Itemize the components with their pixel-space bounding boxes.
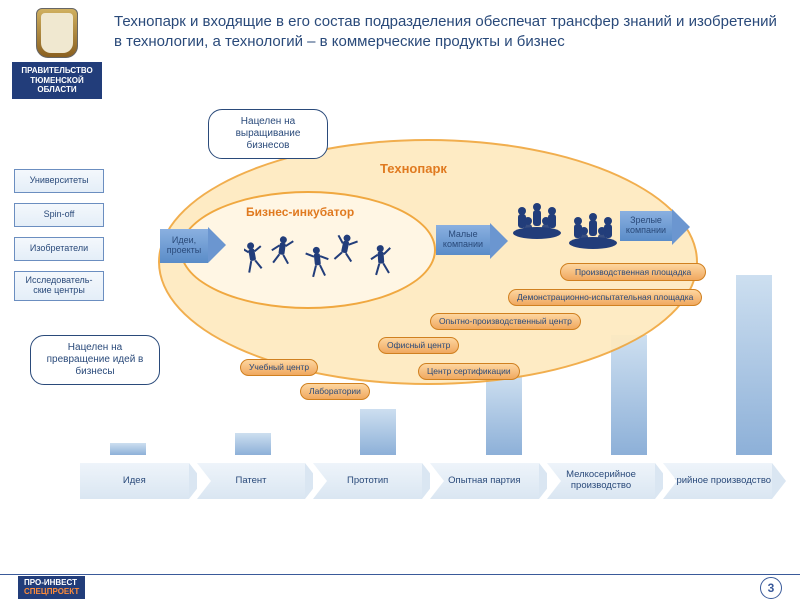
- org-name: ПРАВИТЕЛЬСТВО ТЮМЕНСКОЙ ОБЛАСТИ: [12, 62, 102, 99]
- pill-production-site: Производственная площадка: [560, 263, 706, 281]
- footer: ПРО-ИНВЕСТСПЕЦПРОЕКТ 3: [0, 574, 800, 600]
- org-logo-block: ПРАВИТЕЛЬСТВО ТЮМЕНСКОЙ ОБЛАСТИ: [12, 8, 102, 99]
- bar-1: [110, 443, 146, 455]
- pill-office: Офисный центр: [378, 337, 459, 354]
- page-number: 3: [760, 577, 782, 599]
- bar-2: [235, 433, 271, 455]
- stage-row: Идея Патент Прототип Опытная партия Мелк…: [80, 463, 780, 499]
- speech-top: Нацелен на выращивание бизнесов: [208, 109, 328, 159]
- arrow-small-head: [490, 223, 508, 259]
- emblem-icon: [36, 8, 78, 58]
- people-jumping-icon: [244, 227, 414, 300]
- arrow-mature-head: [672, 209, 690, 245]
- diagram: Технопарк Бизнес-инкубатор Университеты …: [0, 103, 800, 533]
- source-universities: Университеты: [14, 169, 104, 193]
- bar-6: [736, 275, 772, 455]
- source-research: Исследователь- ские центры: [14, 271, 104, 301]
- meeting-group-1-icon: [510, 199, 564, 245]
- stage-small-batch: Мелкосерийное производство: [547, 463, 656, 499]
- source-spinoff: Spin-off: [14, 203, 104, 227]
- stage-serial: Серийное производство: [663, 463, 772, 499]
- page-title: Технопарк и входящие в его состав подраз…: [102, 8, 788, 51]
- pill-demo-test: Демонстрационно-испытательная площадка: [508, 289, 702, 306]
- arrow-small: Малые компании: [436, 225, 490, 255]
- bar-5: [611, 335, 647, 455]
- bar-4: [486, 375, 522, 455]
- pill-experimental: Опытно-производственный центр: [430, 313, 581, 330]
- incubator-label: Бизнес-инкубатор: [246, 205, 354, 219]
- bar-3: [360, 409, 396, 455]
- technopark-label: Технопарк: [380, 161, 447, 176]
- footer-brand: ПРО-ИНВЕСТСПЕЦПРОЕКТ: [18, 576, 85, 600]
- arrow-ideas: Идеи, проекты: [160, 229, 208, 263]
- stage-idea: Идея: [80, 463, 189, 499]
- stage-prototype: Прототип: [313, 463, 422, 499]
- pill-certification: Центр сертификации: [418, 363, 520, 380]
- stage-patent: Патент: [197, 463, 306, 499]
- source-inventors: Изобретатели: [14, 237, 104, 261]
- stage-pilot: Опытная партия: [430, 463, 539, 499]
- speech-left: Нацелен на превращение идей в бизнесы: [30, 335, 160, 385]
- arrow-mature: Зрелые компании: [620, 211, 672, 241]
- pill-education: Учебный центр: [240, 359, 318, 376]
- arrow-ideas-head: [208, 227, 226, 263]
- pill-labs: Лаборатории: [300, 383, 370, 400]
- meeting-group-2-icon: [566, 209, 620, 255]
